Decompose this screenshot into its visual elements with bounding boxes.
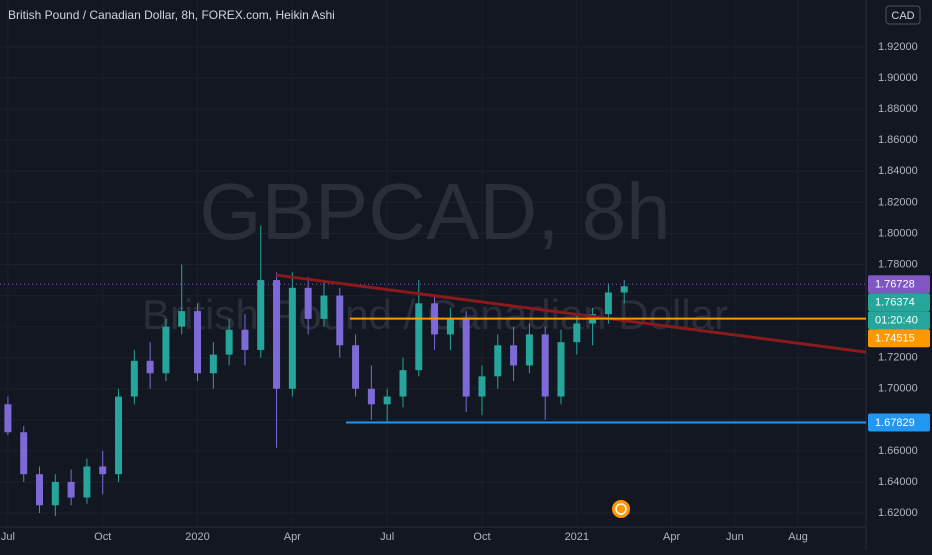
candle-body: [288, 287, 296, 389]
x-tick-label: 2020: [185, 531, 209, 543]
candle-body: [162, 326, 170, 374]
y-tick-label: 1.90000: [878, 72, 918, 84]
price-label: 1.76728: [875, 279, 915, 291]
x-tick-label: Apr: [284, 531, 301, 543]
x-tick-label: Aug: [788, 531, 808, 543]
x-tick-label: Jul: [380, 531, 394, 543]
price-label: 1.76374: [875, 297, 915, 309]
candle-body: [525, 334, 533, 366]
candle-body: [51, 481, 59, 506]
candle-body: [225, 329, 233, 355]
currency-box[interactable]: [885, 5, 921, 25]
price-label-box: [868, 413, 930, 432]
candle-body: [178, 311, 186, 327]
x-tick-label: Jul: [1, 531, 15, 543]
y-tick-label: 1.64000: [878, 476, 918, 488]
y-tick-label: 1.70000: [878, 383, 918, 395]
candle-body: [573, 323, 581, 343]
candle-body: [115, 396, 123, 475]
y-tick-label: 1.80000: [878, 227, 918, 239]
candle-body: [36, 474, 44, 506]
price-label: 1.74515: [875, 333, 915, 345]
candle-body: [541, 334, 549, 397]
watermark-symbol: GBPCAD, 8h: [199, 167, 670, 256]
candle-body: [352, 345, 360, 389]
candle-body: [304, 287, 312, 319]
candle-body: [4, 404, 12, 433]
candle-body: [557, 342, 565, 397]
event-icon[interactable]: [612, 500, 630, 518]
candle-body: [446, 318, 454, 335]
candle-body: [99, 466, 107, 475]
candle-body: [367, 388, 375, 405]
candle-body: [510, 345, 518, 366]
price-label-box: [868, 275, 930, 294]
candle-body: [241, 329, 249, 350]
price-label: 1.67829: [875, 417, 915, 429]
trendline: [275, 273, 867, 354]
candle-body: [320, 295, 328, 319]
candle-body: [494, 345, 502, 377]
candle-body: [604, 292, 612, 315]
x-tick-label: Jun: [726, 531, 744, 543]
candle-body: [67, 481, 75, 498]
x-tick-label: 2021: [565, 531, 589, 543]
candle-body: [399, 370, 407, 397]
price-label-box: [868, 293, 930, 312]
y-tick-label: 1.72000: [878, 352, 918, 364]
currency[interactable]: CAD: [891, 10, 914, 22]
candle-body: [146, 360, 154, 374]
y-tick-label: 1.62000: [878, 507, 918, 519]
candle-body: [20, 432, 28, 475]
event-icon-circle[interactable]: [612, 500, 630, 518]
candle-body: [257, 280, 265, 350]
candle-body: [336, 295, 344, 346]
candle-body: [462, 318, 470, 397]
candle-body: [383, 396, 391, 405]
y-tick-label: 1.78000: [878, 258, 918, 270]
y-tick-label: 1.88000: [878, 103, 918, 115]
x-tick-label: Oct: [473, 531, 490, 543]
y-tick-label: 1.84000: [878, 165, 918, 177]
countdown: 01:20:40: [875, 315, 918, 327]
candle-body: [273, 280, 281, 389]
candle-body: [478, 376, 486, 397]
y-tick-label: 1.82000: [878, 196, 918, 208]
candle-body: [194, 311, 202, 374]
candle-body: [620, 286, 628, 293]
countdown-box: [868, 311, 930, 330]
event-icon-inner[interactable]: [615, 503, 627, 515]
y-tick-label: 1.92000: [878, 41, 918, 53]
candle-body: [130, 360, 138, 397]
price-label-box: [868, 329, 930, 348]
chart-title: British Pound / Canadian Dollar, 8h, FOR…: [8, 8, 335, 22]
x-tick-label: Oct: [94, 531, 111, 543]
candle-body: [209, 354, 217, 374]
candle-body: [415, 303, 423, 371]
grid: [0, 0, 866, 527]
y-tick-label: 1.66000: [878, 445, 918, 457]
candle-body: [83, 466, 91, 498]
x-tick-label: Apr: [663, 531, 680, 543]
y-tick-label: 1.86000: [878, 134, 918, 146]
